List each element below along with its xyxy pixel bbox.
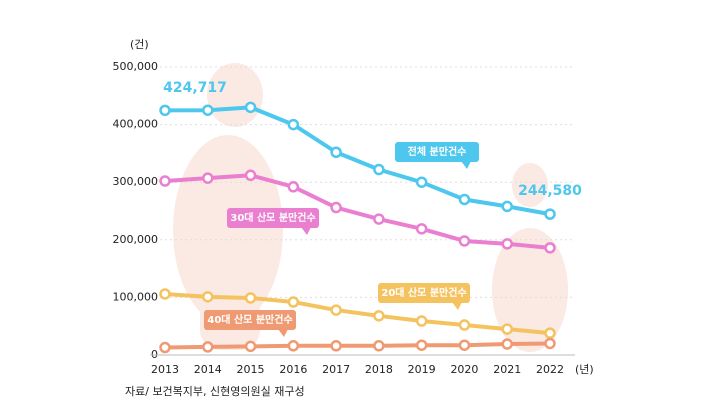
- callout-tail: [278, 329, 288, 337]
- point: [544, 242, 556, 254]
- series-line: [164, 291, 551, 336]
- point: [373, 310, 385, 322]
- x-tick-label: 2015: [237, 363, 265, 376]
- series-line: [164, 173, 551, 250]
- point: [458, 193, 471, 206]
- point: [415, 176, 428, 188]
- callout-box: [378, 283, 470, 303]
- point: [544, 208, 556, 220]
- series-name: 30대 산모 분만건수: [230, 211, 315, 224]
- point: [244, 101, 257, 114]
- point: [501, 200, 513, 213]
- callout-tail: [301, 227, 311, 235]
- point: [330, 304, 342, 316]
- x-tick-label: 2018: [365, 363, 393, 376]
- point: [202, 341, 214, 353]
- series-line: [164, 105, 551, 217]
- point: [330, 146, 342, 158]
- y-tick-label: 500,000: [113, 60, 159, 73]
- x-tick-label: 2013: [151, 363, 179, 376]
- point: [287, 340, 300, 352]
- point: [159, 288, 171, 300]
- point: [287, 181, 300, 193]
- series-name: 20대 산모 분만건수: [381, 286, 466, 299]
- y-tick-label: 300,000: [113, 175, 159, 188]
- callout-tail: [452, 302, 462, 310]
- x-tick-label: 2022: [536, 363, 564, 376]
- callout-box: [204, 310, 296, 330]
- x-tick-label: 2019: [408, 363, 436, 376]
- point: [501, 238, 513, 250]
- point: [458, 339, 471, 351]
- x-tick-label: 2016: [279, 363, 307, 376]
- point: [202, 104, 214, 116]
- point: [244, 169, 257, 182]
- point: [159, 341, 171, 354]
- y-tick-label: 400,000: [113, 118, 159, 131]
- y-tick-label: 200,000: [113, 233, 159, 246]
- point: [415, 339, 428, 351]
- point: [458, 235, 471, 247]
- series-name: 전체 분만건수: [408, 145, 467, 158]
- callout-tail: [461, 161, 471, 169]
- value-label: 244,580: [518, 183, 582, 199]
- x-tick-label: 2014: [194, 363, 222, 376]
- point: [202, 172, 214, 184]
- point: [373, 340, 385, 352]
- point: [501, 338, 513, 350]
- point: [544, 337, 556, 350]
- point: [287, 118, 300, 131]
- source: 자료/ 보건복지부, 신현영의원실 재구성: [125, 385, 305, 398]
- value-label: 424,717: [163, 80, 227, 96]
- point: [287, 296, 300, 308]
- point: [202, 291, 214, 303]
- callout-box: [227, 208, 319, 228]
- series-name: 40대 산모 분만건수: [207, 313, 292, 326]
- series-line: [164, 341, 551, 350]
- point: [159, 175, 171, 187]
- point: [244, 340, 257, 353]
- point: [501, 323, 513, 335]
- point: [244, 292, 257, 304]
- y-tick-label: 100,000: [113, 290, 159, 303]
- point: [458, 319, 471, 331]
- point: [373, 163, 385, 176]
- callout-box: [395, 142, 479, 162]
- point: [373, 213, 385, 225]
- point: [330, 201, 342, 214]
- x-tick-label: 2021: [493, 363, 521, 376]
- point: [415, 315, 428, 327]
- x-unit: (년): [575, 363, 594, 376]
- y-unit: (건): [130, 38, 149, 51]
- point: [159, 104, 171, 117]
- x-tick-label: 2017: [322, 363, 350, 376]
- point: [415, 223, 428, 235]
- point: [544, 327, 556, 339]
- x-tick-label: 2020: [450, 363, 478, 376]
- point: [330, 340, 342, 352]
